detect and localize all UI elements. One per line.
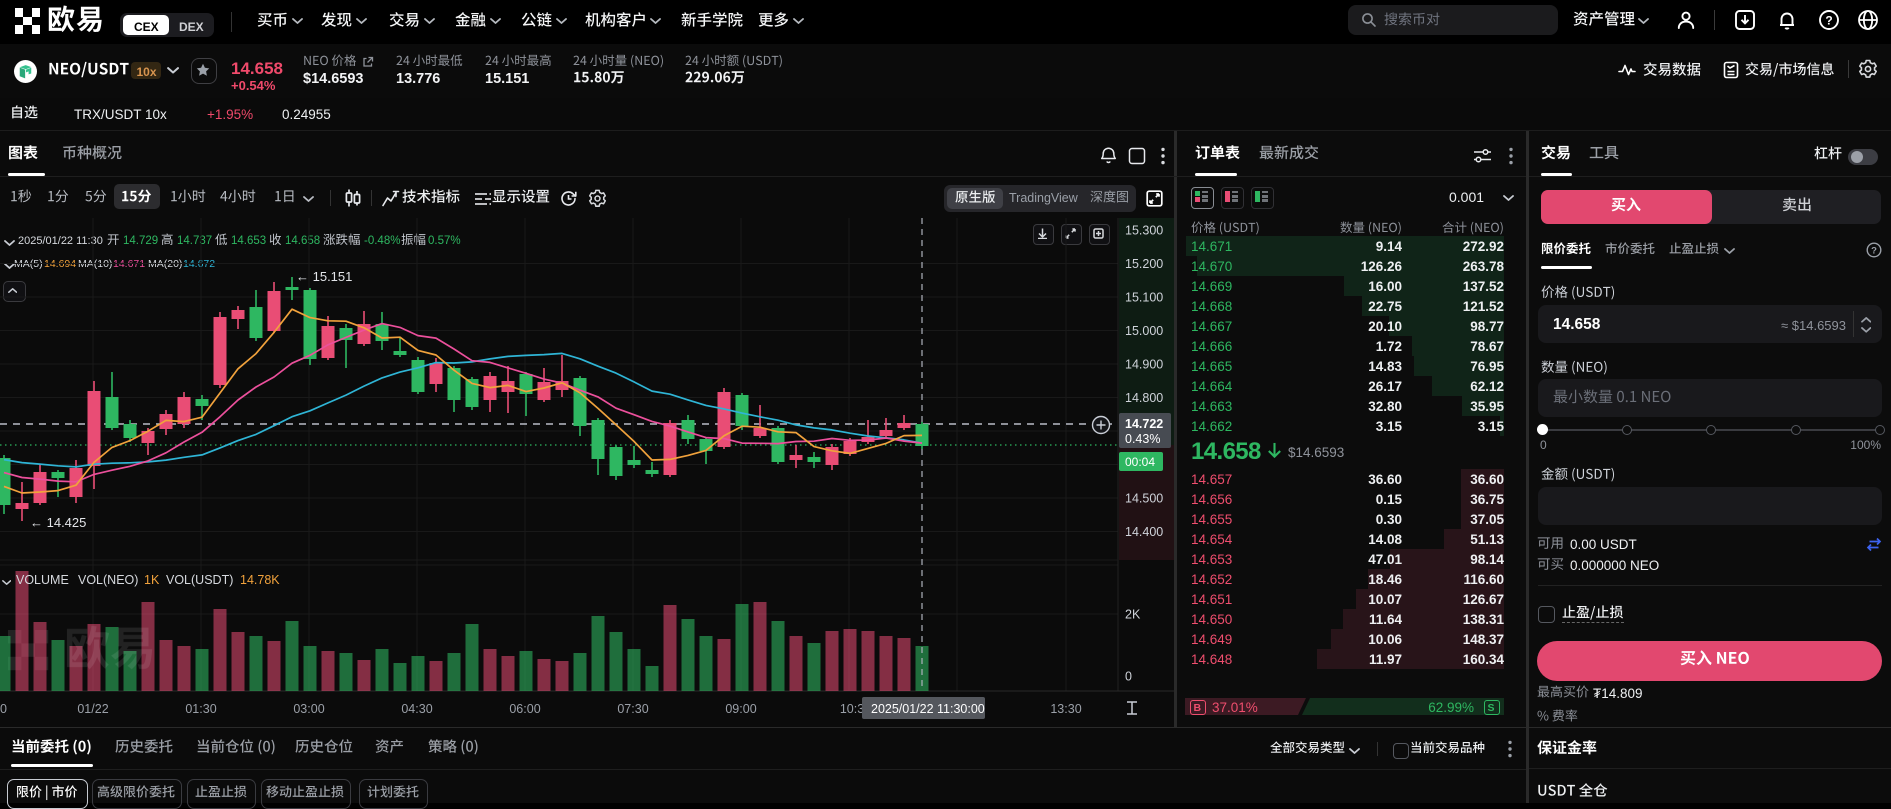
- svg-text:07:30: 07:30: [617, 702, 648, 716]
- svg-text:15.200: 15.200: [1125, 257, 1163, 271]
- svg-text:13:30: 13:30: [1050, 702, 1081, 716]
- svg-text:14.900: 14.900: [1125, 358, 1163, 372]
- svg-text:15.300: 15.300: [1125, 224, 1163, 238]
- svg-text:← 15.151: ← 15.151: [296, 269, 352, 284]
- svg-text:09:00: 09:00: [725, 702, 756, 716]
- svg-text:0.43%: 0.43%: [1125, 432, 1160, 446]
- svg-text:2025/01/22 11:30:00: 2025/01/22 11:30:00: [871, 702, 985, 716]
- svg-text:?: ?: [1825, 13, 1832, 27]
- svg-text:14.500: 14.500: [1125, 492, 1163, 506]
- svg-text:2K: 2K: [1125, 608, 1141, 622]
- svg-text:15.000: 15.000: [1125, 324, 1163, 338]
- svg-text:03:00: 03:00: [293, 702, 324, 716]
- svg-text:00:04: 00:04: [1125, 455, 1155, 469]
- svg-text:14.800: 14.800: [1125, 391, 1163, 405]
- svg-text:?: ?: [1871, 245, 1877, 256]
- svg-text:10:3: 10:3: [840, 702, 864, 716]
- svg-text:01/22: 01/22: [77, 702, 108, 716]
- svg-text:01:30: 01:30: [185, 702, 216, 716]
- svg-text:15.100: 15.100: [1125, 291, 1163, 305]
- svg-text:14.722: 14.722: [1125, 417, 1163, 431]
- svg-text:← 14.425: ← 14.425: [30, 515, 86, 530]
- svg-text:14.400: 14.400: [1125, 525, 1163, 539]
- svg-text:06:00: 06:00: [509, 702, 540, 716]
- svg-text:0: 0: [1125, 670, 1132, 684]
- svg-text:0: 0: [0, 702, 7, 716]
- svg-text:04:30: 04:30: [401, 702, 432, 716]
